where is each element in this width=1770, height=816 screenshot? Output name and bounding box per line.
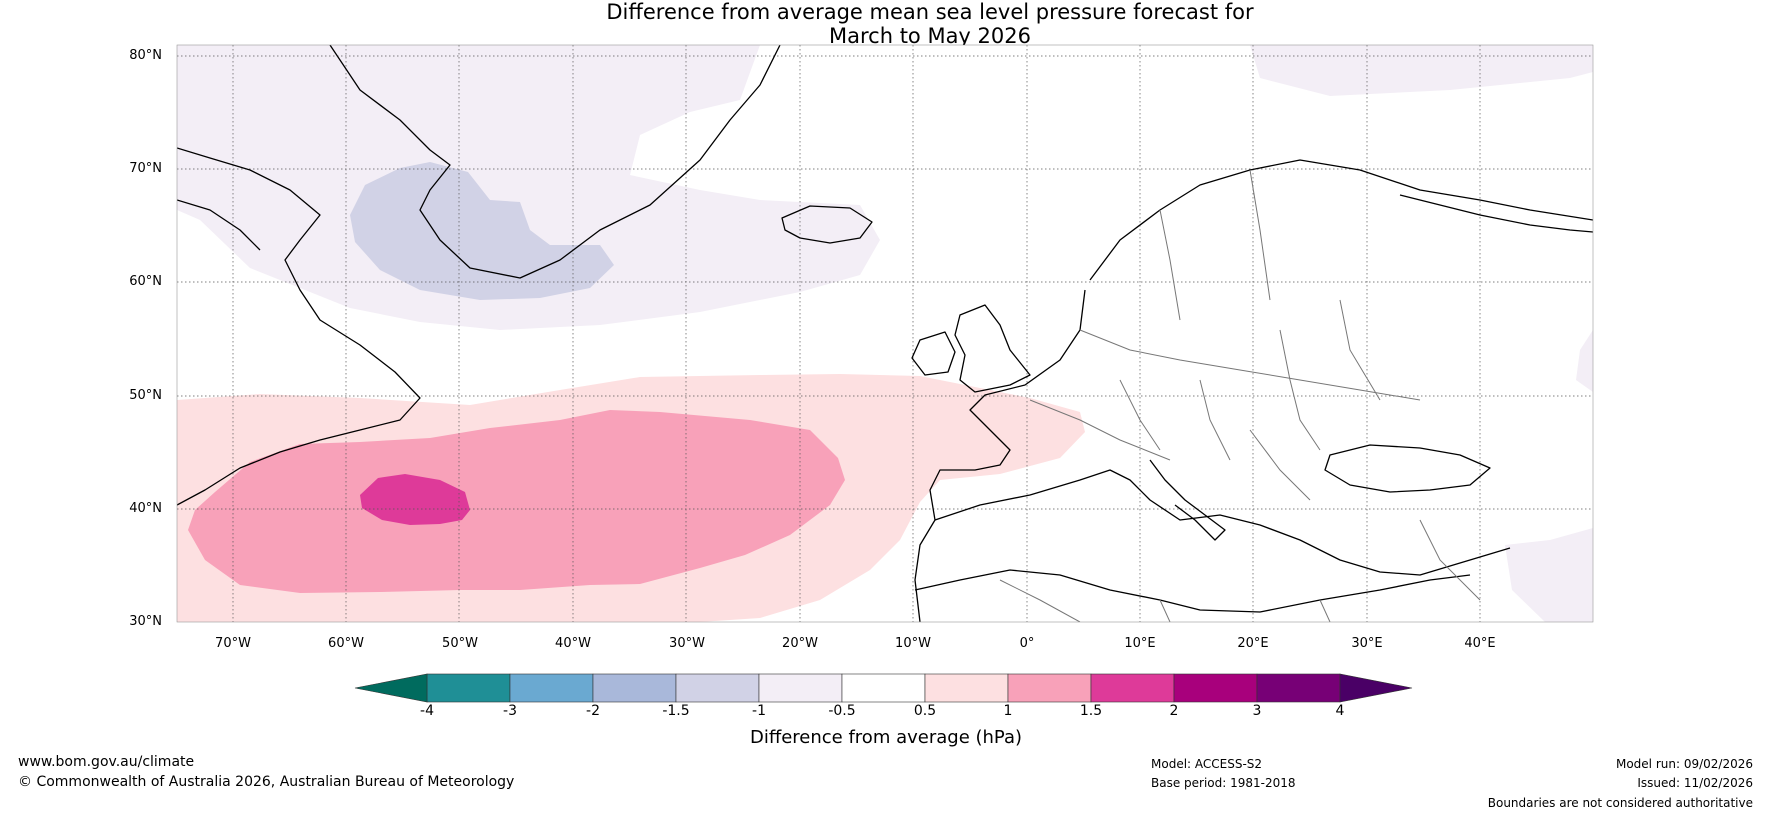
colorbar-tick: 1.5 — [1079, 703, 1103, 719]
title-line-2: March to May 2026 — [829, 24, 1031, 48]
country-borders — [999, 169, 1481, 622]
black-sea-coast — [1324, 444, 1491, 493]
lon-label-70w: 70°W — [215, 636, 251, 651]
lon-label-20w: 20°W — [782, 636, 818, 651]
lon-label-40e: 40°E — [1464, 636, 1496, 651]
colorbar-swatch — [675, 673, 760, 703]
colorbar-swatch — [1090, 673, 1175, 703]
colorbar-swatch — [758, 673, 843, 703]
lon-label-0: 0° — [1019, 636, 1035, 651]
coastlines — [177, 45, 1593, 622]
anomaly-region-neg-half-east-edge — [1576, 330, 1593, 392]
colorbar-swatch — [1173, 673, 1258, 703]
lat-label-60n: 60°N — [129, 274, 162, 289]
map-title: Difference from average mean sea level p… — [0, 0, 1770, 48]
british-isles-coast — [954, 304, 1031, 393]
colorbar-swatch — [841, 673, 926, 703]
colorbar — [354, 673, 1413, 703]
colorbar-tick: 2 — [1169, 703, 1179, 719]
europe-west-coast — [914, 289, 1086, 622]
hudson-strait-coast — [177, 199, 261, 251]
scandinavia-coast — [1089, 159, 1593, 281]
colorbar-under-arrow — [354, 673, 428, 703]
anomaly-region-neg-half-arctic — [1250, 45, 1593, 96]
lat-label-80n: 80°N — [129, 48, 162, 63]
colorbar-tick: 1 — [1003, 703, 1013, 719]
anomaly-region-neg-half-southeast — [1505, 528, 1593, 622]
italy-coast — [1149, 459, 1226, 541]
mediterranean-coast — [934, 469, 1511, 576]
anomaly-region-pos-onehalf — [360, 474, 470, 525]
lat-label-50n: 50°N — [129, 388, 162, 403]
colorbar-tick: -3 — [503, 703, 517, 719]
lon-label-50w: 50°W — [442, 636, 478, 651]
footer-model-run: Model run: 09/02/2026 — [1615, 757, 1753, 771]
anomaly-region-pos-one — [188, 410, 845, 593]
lon-label-30w: 30°W — [669, 636, 705, 651]
footer-base-period: Base period: 1981-2018 — [1151, 776, 1296, 790]
lat-label-30n: 30°N — [129, 614, 162, 629]
title-line-1: Difference from average mean sea level p… — [606, 0, 1254, 24]
russia-arctic-coast — [1399, 194, 1593, 233]
anomaly-region-neg-half-greenland — [177, 45, 880, 330]
colorbar-tick: -1 — [752, 703, 766, 719]
footer-url: www.bom.gov.au/climate — [18, 754, 195, 770]
colorbar-swatch — [1007, 673, 1092, 703]
lat-label-70n: 70°N — [129, 161, 162, 176]
colorbar-tick: -4 — [420, 703, 434, 719]
ireland-coast — [911, 331, 956, 376]
map-frame — [176, 44, 1594, 623]
colorbar-tick: 0.5 — [913, 703, 937, 719]
lon-label-30e: 30°E — [1351, 636, 1383, 651]
colorbar-swatch — [509, 673, 594, 703]
north-america-coast — [177, 147, 421, 506]
footer-issued: Issued: 11/02/2026 — [1637, 776, 1753, 790]
colorbar-tick: 4 — [1335, 703, 1345, 719]
north-africa-coast — [914, 569, 1471, 613]
lat-label-40n: 40°N — [129, 501, 162, 516]
colorbar-swatch — [592, 673, 677, 703]
colorbar-swatch — [924, 673, 1009, 703]
colorbar-swatch — [1256, 673, 1341, 703]
lon-label-10e: 10°E — [1124, 636, 1156, 651]
colorbar-swatch — [426, 673, 511, 703]
colorbar-tick: -0.5 — [828, 703, 856, 719]
lon-label-40w: 40°W — [555, 636, 591, 651]
iceland-coast — [781, 205, 873, 244]
colorbar-tick: 3 — [1252, 703, 1262, 719]
footer-disclaimer: Boundaries are not considered authoritat… — [1487, 796, 1753, 810]
colorbar-tick: -2 — [586, 703, 600, 719]
colorbar-title: Difference from average (hPa) — [749, 727, 1023, 748]
footer-model: Model: ACCESS-S2 — [1151, 757, 1263, 771]
lon-label-20e: 20°E — [1237, 636, 1269, 651]
footer-copyright: © Commonwealth of Australia 2026, Austra… — [18, 774, 515, 790]
colorbar-tick: -1.5 — [662, 703, 690, 719]
colorbar-over-arrow — [1339, 673, 1413, 703]
lon-label-10w: 10°W — [895, 636, 931, 651]
greenland-coast — [329, 45, 781, 279]
lon-label-60w: 60°W — [328, 636, 364, 651]
